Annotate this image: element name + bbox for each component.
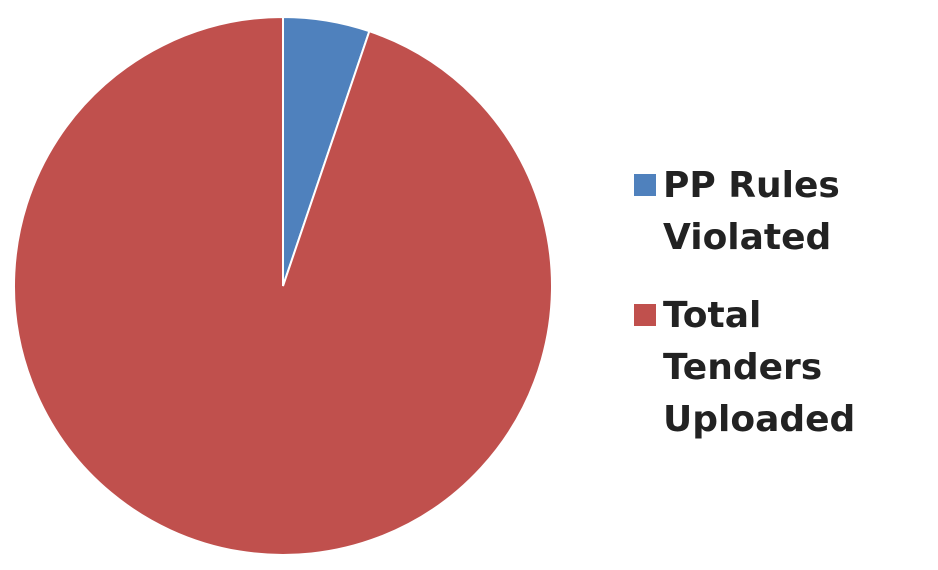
legend-label-pp-rules-violated: PP Rules Violated bbox=[663, 165, 840, 258]
pie-chart bbox=[13, 15, 553, 556]
legend-label-total-tenders-uploaded: Total Tenders Uploaded bbox=[663, 295, 856, 440]
legend-swatch-total-tenders-uploaded bbox=[634, 304, 656, 326]
pie-slices bbox=[13, 15, 553, 556]
legend-swatch-pp-rules-violated bbox=[634, 174, 656, 196]
pie-slice-total-tenders-uploaded bbox=[13, 15, 553, 556]
legend-item-pp-rules-violated: PP Rules Violated bbox=[634, 160, 934, 264]
legend-item-total-tenders-uploaded: Total Tenders Uploaded bbox=[634, 290, 934, 446]
legend: PP Rules Violated Total Tenders Uploaded bbox=[634, 160, 934, 472]
